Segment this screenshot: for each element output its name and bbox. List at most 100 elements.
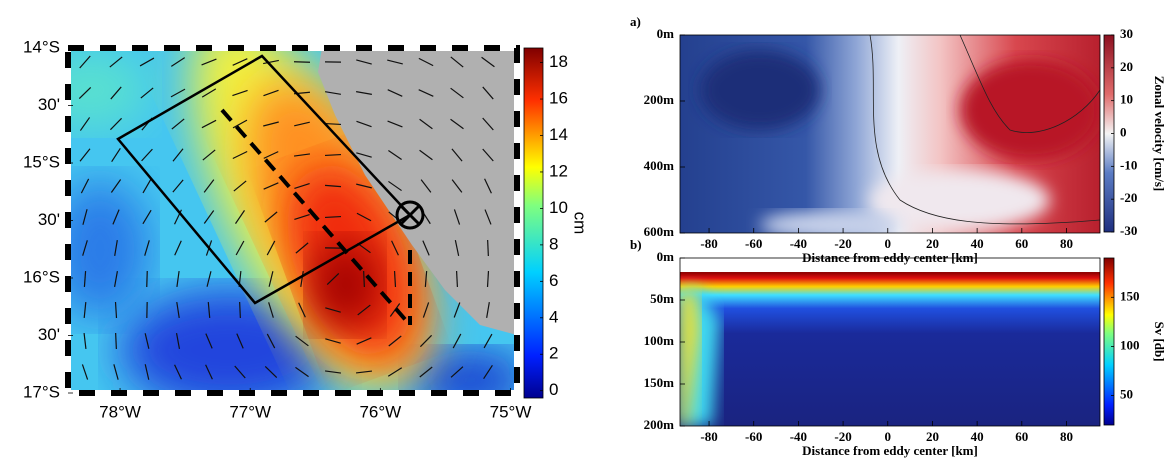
x-tick-label: 0 — [885, 429, 892, 444]
current-vector — [387, 367, 403, 377]
current-vector — [235, 240, 245, 256]
current-vector — [172, 148, 184, 162]
current-vector — [324, 153, 342, 157]
colorbar-tick-label: 0 — [549, 380, 558, 399]
current-vector — [356, 212, 372, 222]
current-vector — [83, 270, 87, 288]
current-vector — [422, 240, 430, 256]
current-vector — [176, 302, 180, 318]
x-tick-label: 77°W — [229, 402, 271, 421]
colorbar-tick-label: 16 — [549, 89, 568, 108]
current-vector — [420, 179, 432, 193]
map-field — [68, 48, 517, 393]
x-tick-label: 76°W — [359, 402, 401, 421]
current-vector — [266, 333, 276, 349]
current-vector — [295, 335, 309, 347]
colorbar-tick-label: 100 — [1120, 337, 1140, 352]
x-tick-label: 20 — [926, 429, 939, 444]
colorbar-tick-label: 8 — [549, 234, 558, 253]
y-tick-label: 100m — [644, 333, 675, 348]
x-tick-label: 60 — [1015, 429, 1028, 444]
colorbar-tick-label: -10 — [1120, 157, 1137, 172]
current-vector — [325, 91, 341, 95]
current-vector — [387, 59, 403, 65]
current-vector — [356, 120, 372, 128]
y-tick-label: 30' — [38, 210, 60, 229]
current-vector — [295, 366, 309, 378]
x-tick-label: -40 — [790, 429, 807, 444]
current-vector — [232, 119, 248, 129]
current-vector — [486, 270, 490, 288]
x-tick-label: -20 — [834, 236, 851, 251]
current-vector — [233, 180, 247, 192]
x-tick-label: -20 — [834, 429, 851, 444]
x-tick-label: 80 — [1060, 429, 1073, 444]
current-vector — [295, 242, 309, 254]
current-vector — [356, 91, 372, 95]
current-vector — [300, 271, 304, 287]
current-vector — [175, 333, 181, 349]
current-vector — [232, 89, 248, 97]
y-tick-label: 400m — [644, 158, 675, 173]
current-vector — [264, 365, 278, 379]
current-vector — [109, 56, 123, 68]
current-vector — [356, 59, 372, 65]
current-vector — [325, 338, 341, 344]
current-vector — [239, 301, 241, 319]
current-vector — [424, 270, 428, 288]
x-tick-label: 0 — [885, 236, 892, 251]
current-vector — [450, 118, 464, 130]
current-vector — [171, 118, 185, 130]
y-tick-label: 600m — [644, 224, 675, 239]
current-vector — [419, 366, 433, 378]
colorbar — [1103, 257, 1115, 426]
current-vector — [203, 179, 215, 193]
current-vector — [298, 302, 306, 318]
x-tick-label: 75°W — [490, 402, 532, 421]
colorbar-tick-label: -30 — [1120, 223, 1137, 238]
current-vector — [294, 121, 310, 127]
current-vector — [139, 57, 155, 67]
current-vector — [324, 215, 342, 219]
current-vector — [232, 58, 248, 66]
x-tick-label: 40 — [971, 429, 984, 444]
colorbar-tick-label: 6 — [549, 271, 558, 290]
current-vector — [111, 147, 121, 163]
current-vector — [263, 89, 279, 97]
current-vector — [203, 210, 215, 224]
x-tick-label: -60 — [745, 236, 762, 251]
current-vector — [422, 302, 430, 318]
current-vector — [236, 333, 244, 349]
current-vector — [174, 364, 182, 380]
current-vector — [110, 86, 122, 100]
current-vector — [418, 89, 434, 97]
current-vector — [263, 151, 279, 159]
current-vector — [82, 209, 88, 225]
current-vector — [356, 152, 372, 158]
current-vector — [263, 59, 279, 65]
current-vector — [142, 209, 152, 225]
current-vector — [144, 364, 150, 380]
current-vector — [393, 270, 397, 288]
current-vector — [115, 332, 117, 350]
current-vector — [355, 370, 373, 374]
colorbar-tick-label: 2 — [549, 344, 558, 363]
y-tick-label: 30' — [38, 325, 60, 344]
current-vector — [487, 239, 489, 257]
current-vector — [419, 149, 433, 161]
current-vector — [81, 364, 89, 380]
colorbar-tick-label: 150 — [1120, 288, 1140, 303]
current-vector — [455, 270, 459, 288]
current-vector — [388, 180, 402, 192]
colorbar-tick-label: 4 — [549, 307, 558, 326]
colorbar-tick-label: 14 — [549, 125, 568, 144]
current-vector — [388, 335, 402, 347]
current-vector — [391, 240, 399, 256]
x-tick-label: -40 — [790, 236, 807, 251]
current-vector — [140, 87, 154, 99]
x-tick-label: -80 — [700, 429, 717, 444]
current-vector — [452, 333, 462, 349]
current-vector — [451, 179, 463, 193]
current-vector — [79, 148, 91, 162]
y-tick-label: 50m — [650, 291, 674, 306]
